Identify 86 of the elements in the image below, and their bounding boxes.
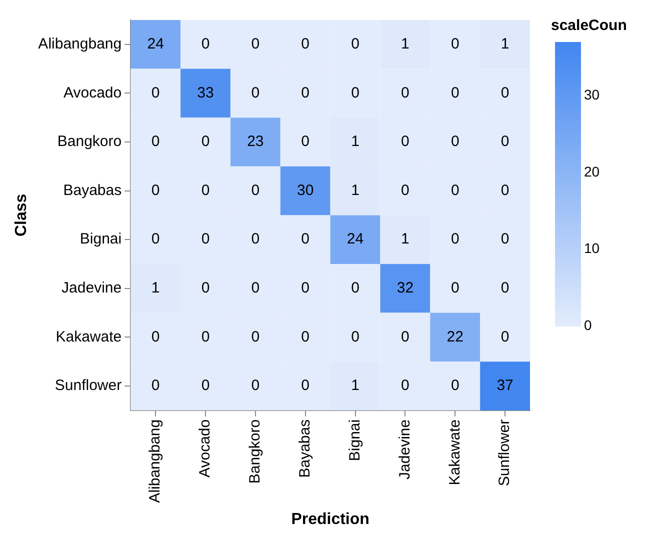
x-tick-label: Sunflower bbox=[496, 419, 514, 486]
data-label: 0 bbox=[201, 36, 210, 53]
data-label: 22 bbox=[446, 328, 464, 346]
data-label: 0 bbox=[301, 377, 310, 394]
data-label: 0 bbox=[251, 36, 260, 53]
data-label: 37 bbox=[496, 377, 514, 394]
data-label: 0 bbox=[251, 230, 260, 248]
data-label: 0 bbox=[500, 230, 510, 248]
data-label: 0 bbox=[301, 280, 310, 297]
data-label: 0 bbox=[401, 328, 410, 346]
data-label: 0 bbox=[301, 36, 310, 53]
y-tick-label: Sunflower bbox=[54, 377, 122, 394]
data-label: 0 bbox=[151, 133, 160, 150]
data-label: 0 bbox=[201, 182, 210, 199]
data-label: 0 bbox=[450, 230, 460, 248]
data-label: 0 bbox=[301, 328, 310, 346]
data-label: 1 bbox=[401, 36, 410, 53]
data-label: 0 bbox=[201, 377, 210, 394]
data-label: 32 bbox=[396, 280, 414, 297]
y-axis-title: Class bbox=[13, 194, 30, 237]
data-label: 0 bbox=[151, 328, 160, 346]
data-label: 0 bbox=[251, 84, 260, 102]
data-label: 30 bbox=[297, 182, 314, 199]
data-label: 1 bbox=[351, 377, 360, 394]
x-axis-title: Prediction bbox=[291, 510, 370, 528]
data-label: 0 bbox=[500, 133, 510, 150]
data-label: 0 bbox=[201, 133, 210, 150]
data-label: 1 bbox=[401, 230, 410, 248]
data-label: 24 bbox=[147, 36, 164, 53]
data-label: 0 bbox=[301, 84, 310, 102]
data-label: 0 bbox=[500, 328, 510, 346]
data-label: 1 bbox=[151, 280, 160, 297]
data-label: 1 bbox=[351, 182, 360, 199]
data-label: 0 bbox=[301, 230, 310, 248]
data-label: 0 bbox=[351, 84, 360, 102]
y-tick-label: Bangkoro bbox=[57, 133, 122, 150]
x-tick-label: Bayabas bbox=[296, 419, 314, 478]
data-label: 0 bbox=[500, 182, 510, 199]
x-tick-label: Kakawate bbox=[446, 419, 464, 486]
data-label: 0 bbox=[450, 84, 460, 102]
data-label: 0 bbox=[151, 377, 160, 394]
data-label: 0 bbox=[450, 182, 460, 199]
data-label: 0 bbox=[450, 133, 460, 150]
data-label: 0 bbox=[151, 230, 160, 248]
y-tick-label: Bayabas bbox=[63, 182, 122, 199]
color-bar-label: 20 bbox=[584, 163, 600, 180]
data-label: 0 bbox=[201, 230, 210, 248]
y-tick-label: Alibangbang bbox=[38, 36, 122, 53]
data-label: 0 bbox=[251, 377, 260, 394]
data-label: 24 bbox=[346, 230, 364, 248]
data-label: 23 bbox=[247, 133, 264, 150]
data-label: 0 bbox=[301, 133, 310, 150]
data-label: 0 bbox=[351, 280, 360, 297]
data-label: 0 bbox=[351, 328, 360, 346]
data-label: 1 bbox=[500, 36, 510, 53]
data-label: 0 bbox=[401, 182, 410, 199]
data-label: 0 bbox=[251, 328, 260, 346]
data-label: 0 bbox=[500, 84, 510, 102]
data-label: 0 bbox=[201, 280, 210, 297]
data-label: 33 bbox=[197, 84, 214, 102]
color-bar-label: 30 bbox=[584, 86, 600, 103]
data-label: 0 bbox=[201, 328, 210, 346]
data-label: 0 bbox=[401, 377, 410, 394]
y-tick-label: Kakawate bbox=[56, 328, 122, 346]
data-label: 0 bbox=[450, 377, 460, 394]
x-tick-label: Jadevine bbox=[396, 419, 414, 480]
y-tick-label: Avocado bbox=[64, 84, 122, 102]
data-label: 0 bbox=[401, 84, 410, 102]
x-tick-label: Avocado bbox=[196, 419, 214, 478]
color-bar-label: 10 bbox=[584, 240, 600, 256]
data-label: 0 bbox=[151, 84, 160, 102]
color-bar-label: 0 bbox=[584, 316, 592, 333]
data-label: 0 bbox=[351, 36, 360, 53]
data-label: 1 bbox=[351, 133, 360, 150]
data-label: 0 bbox=[251, 280, 260, 297]
x-tick-label: Bignai bbox=[346, 419, 364, 462]
x-tick-label: Bangkoro bbox=[246, 419, 264, 484]
data-label: 0 bbox=[450, 36, 460, 53]
data-label: 0 bbox=[450, 280, 460, 297]
y-tick-label: Bignai bbox=[80, 230, 122, 248]
data-label: 0 bbox=[151, 182, 160, 199]
y-tick-label: Jadevine bbox=[62, 280, 122, 297]
data-label: 0 bbox=[500, 280, 510, 297]
data-label: 0 bbox=[251, 182, 260, 199]
data-label: 0 bbox=[401, 133, 410, 150]
legend-title: scaleCoun bbox=[551, 17, 627, 34]
